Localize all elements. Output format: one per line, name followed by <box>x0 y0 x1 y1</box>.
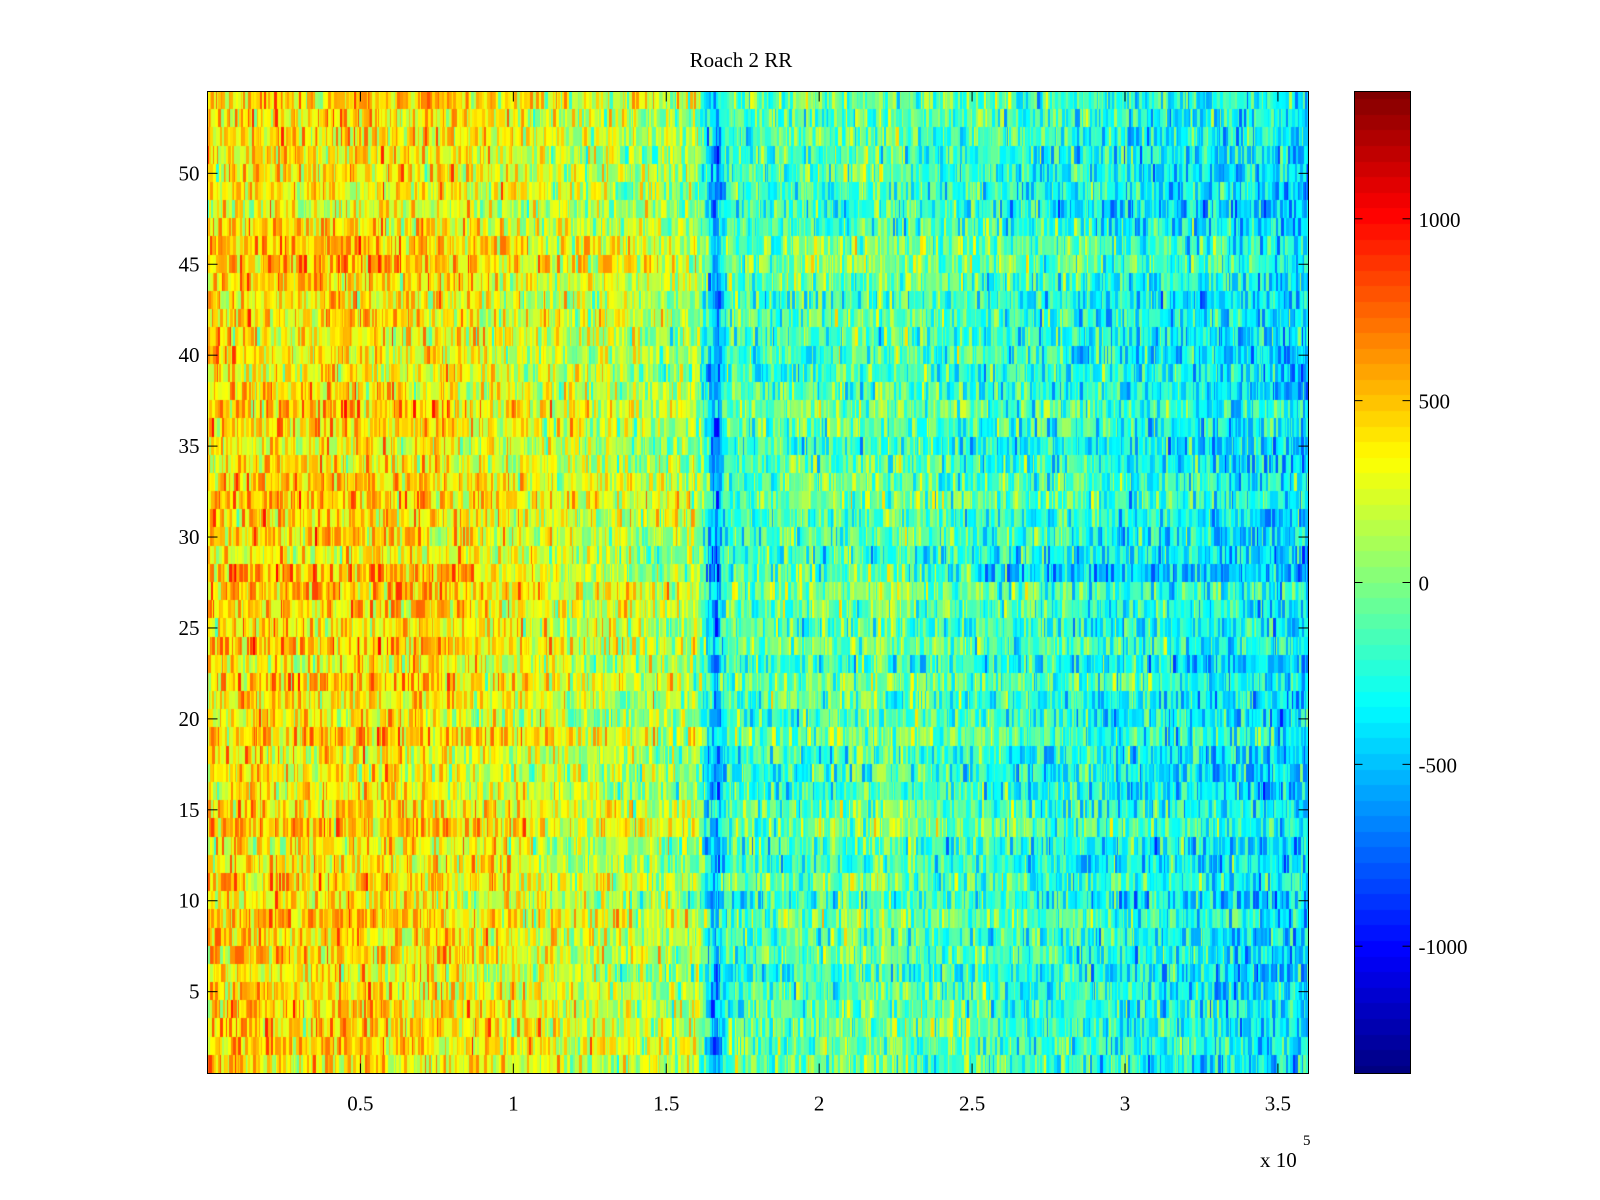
x-tick-label: 3 <box>1120 1092 1131 1116</box>
x-exponent-power: 5 <box>1303 1133 1311 1149</box>
plot-frame <box>207 91 1309 1074</box>
y-tick-label: 35 <box>179 434 200 458</box>
colorbar-tick-label: 0 <box>1419 572 1430 596</box>
x-exponent-label: x 10 <box>1260 1148 1297 1172</box>
x-exponent-base: x 10 <box>1260 1148 1297 1172</box>
chart-title: Roach 2 RR <box>690 48 793 72</box>
x-axis-ticks: 0.5 1 1.5 2 2.5 3 3.5 <box>347 91 1291 1116</box>
x-tick-label: 1 <box>508 1092 519 1116</box>
x-tick-label: 2.5 <box>959 1092 985 1116</box>
heatmap-image <box>207 91 1308 1073</box>
y-tick-label: 25 <box>179 616 200 640</box>
heatmap-canvas-wrapper <box>207 91 1308 1073</box>
y-tick-label: 40 <box>179 343 200 367</box>
colorbar-wrapper <box>1354 91 1410 1073</box>
colorbar-image <box>1354 91 1410 1073</box>
colorbar-tick-label: -1000 <box>1419 935 1468 959</box>
y-tick-label: 45 <box>179 252 200 276</box>
x-tick-label: 1.5 <box>653 1092 679 1116</box>
y-tick-label: 10 <box>179 889 200 913</box>
y-tick-label: 30 <box>179 525 200 549</box>
x-tick-label: 2 <box>814 1092 825 1116</box>
y-tick-label: 50 <box>179 161 200 185</box>
y-tick-label: 15 <box>179 798 200 822</box>
y-tick-label: 20 <box>179 707 200 731</box>
x-tick-label: 0.5 <box>347 1092 373 1116</box>
y-axis-ticks: 5 10 15 20 25 30 35 40 45 50 <box>179 161 1309 1004</box>
y-tick-label: 5 <box>189 980 200 1004</box>
colorbar-tick-label: 500 <box>1419 390 1451 414</box>
colorbar-ticks: 1000 500 0 -500 -1000 <box>1354 208 1468 959</box>
colorbar-tick-label: -500 <box>1419 753 1458 777</box>
x-tick-label: 3.5 <box>1265 1092 1291 1116</box>
colorbar-tick-label: 1000 <box>1419 208 1461 232</box>
